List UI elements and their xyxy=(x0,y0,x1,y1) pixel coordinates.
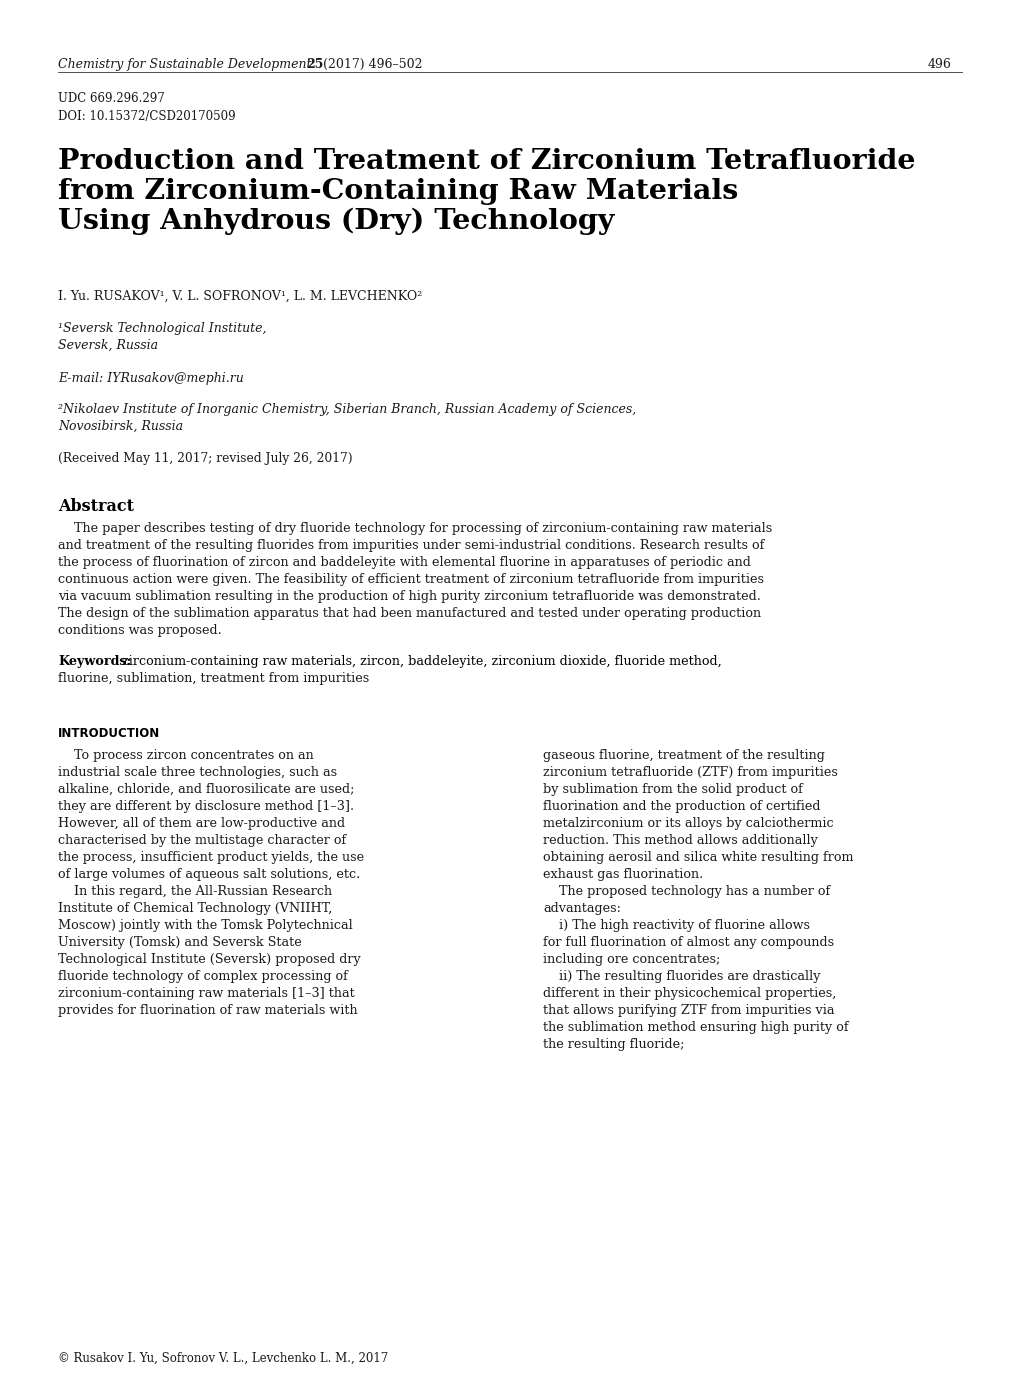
Text: fluorination and the production of certified: fluorination and the production of certi… xyxy=(542,800,819,814)
Text: obtaining aerosil and silica white resulting from: obtaining aerosil and silica white resul… xyxy=(542,851,853,864)
Text: Technological Institute (Seversk) proposed dry: Technological Institute (Seversk) propos… xyxy=(58,953,361,965)
Text: (Received May 11, 2017; revised July 26, 2017): (Received May 11, 2017; revised July 26,… xyxy=(58,451,353,465)
Text: zirconium-containing raw materials [1–3] that: zirconium-containing raw materials [1–3]… xyxy=(58,988,355,1000)
Text: ¹Seversk Technological Institute,: ¹Seversk Technological Institute, xyxy=(58,322,266,334)
Text: fluoride technology of complex processing of: fluoride technology of complex processin… xyxy=(58,970,347,983)
Text: from Zirconium-Containing Raw Materials: from Zirconium-Containing Raw Materials xyxy=(58,178,738,205)
Text: Moscow) jointly with the Tomsk Polytechnical: Moscow) jointly with the Tomsk Polytechn… xyxy=(58,919,353,932)
Text: alkaline, chloride, and fluorosilicate are used;: alkaline, chloride, and fluorosilicate a… xyxy=(58,783,354,795)
Text: Production and Treatment of Zirconium Tetrafluoride: Production and Treatment of Zirconium Te… xyxy=(58,148,915,176)
Text: reduction. This method allows additionally: reduction. This method allows additional… xyxy=(542,834,817,847)
Text: However, all of them are low-productive and: However, all of them are low-productive … xyxy=(58,818,344,830)
Text: UDC 669.296.297: UDC 669.296.297 xyxy=(58,92,165,104)
Text: Keywords:: Keywords: xyxy=(58,655,131,669)
Text: Chemistry for Sustainable Development: Chemistry for Sustainable Development xyxy=(58,59,315,71)
Text: the process, insufficient product yields, the use: the process, insufficient product yields… xyxy=(58,851,364,864)
Text: the process of fluorination of zircon and baddeleyite with elemental fluorine in: the process of fluorination of zircon an… xyxy=(58,556,750,568)
Text: I. Yu. RUSAKOV¹, V. L. SOFRONOV¹, L. M. LEVCHENKO²: I. Yu. RUSAKOV¹, V. L. SOFRONOV¹, L. M. … xyxy=(58,290,422,304)
Text: and treatment of the resulting fluorides from impurities under semi-industrial c: and treatment of the resulting fluorides… xyxy=(58,539,763,552)
Text: characterised by the multistage character of: characterised by the multistage characte… xyxy=(58,834,345,847)
Text: i) The high reactivity of fluorine allows: i) The high reactivity of fluorine allow… xyxy=(542,919,809,932)
Text: In this regard, the All-Russian Research: In this regard, the All-Russian Research xyxy=(58,885,332,898)
Text: for full fluorination of almost any compounds: for full fluorination of almost any comp… xyxy=(542,936,834,949)
Text: Abstract: Abstract xyxy=(58,499,133,515)
Text: provides for fluorination of raw materials with: provides for fluorination of raw materia… xyxy=(58,1004,358,1017)
Text: different in their physicochemical properties,: different in their physicochemical prope… xyxy=(542,988,836,1000)
Text: The proposed technology has a number of: The proposed technology has a number of xyxy=(542,885,829,898)
Text: the sublimation method ensuring high purity of: the sublimation method ensuring high pur… xyxy=(542,1021,848,1034)
Text: exhaust gas fluorination.: exhaust gas fluorination. xyxy=(542,868,702,880)
Text: continuous action were given. The feasibility of efficient treatment of zirconiu: continuous action were given. The feasib… xyxy=(58,573,763,586)
Text: metalzirconium or its alloys by calciothermic: metalzirconium or its alloys by calcioth… xyxy=(542,818,833,830)
Text: DOI: 10.15372/CSD20170509: DOI: 10.15372/CSD20170509 xyxy=(58,110,235,123)
Text: industrial scale three technologies, such as: industrial scale three technologies, suc… xyxy=(58,766,337,779)
Text: they are different by disclosure method [1–3].: they are different by disclosure method … xyxy=(58,800,354,814)
Text: ii) The resulting fluorides are drastically: ii) The resulting fluorides are drastica… xyxy=(542,970,819,983)
Text: of large volumes of aqueous salt solutions, etc.: of large volumes of aqueous salt solutio… xyxy=(58,868,360,880)
Text: gaseous fluorine, treatment of the resulting: gaseous fluorine, treatment of the resul… xyxy=(542,749,824,762)
Text: by sublimation from the solid product of: by sublimation from the solid product of xyxy=(542,783,802,795)
Text: Novosibirsk, Russia: Novosibirsk, Russia xyxy=(58,421,183,433)
Text: 25: 25 xyxy=(306,59,323,71)
Text: the resulting fluoride;: the resulting fluoride; xyxy=(542,1038,684,1050)
Text: advantages:: advantages: xyxy=(542,903,621,915)
Text: via vacuum sublimation resulting in the production of high purity zirconium tetr: via vacuum sublimation resulting in the … xyxy=(58,591,760,603)
Text: conditions was proposed.: conditions was proposed. xyxy=(58,624,221,637)
Text: The design of the sublimation apparatus that had been manufactured and tested un: The design of the sublimation apparatus … xyxy=(58,607,760,620)
Text: © Rusakov I. Yu, Sofronov V. L., Levchenko L. M., 2017: © Rusakov I. Yu, Sofronov V. L., Levchen… xyxy=(58,1353,388,1365)
Text: zirconium-containing raw materials, zircon, baddeleyite, zirconium dioxide, fluo: zirconium-containing raw materials, zirc… xyxy=(118,655,721,669)
Text: INTRODUCTION: INTRODUCTION xyxy=(58,727,160,740)
Text: ²Nikolaev Institute of Inorganic Chemistry, Siberian Branch, Russian Academy of : ²Nikolaev Institute of Inorganic Chemist… xyxy=(58,403,636,417)
Text: Seversk, Russia: Seversk, Russia xyxy=(58,338,158,352)
Text: zirconium tetrafluoride (ZTF) from impurities: zirconium tetrafluoride (ZTF) from impur… xyxy=(542,766,837,779)
Text: University (Tomsk) and Seversk State: University (Tomsk) and Seversk State xyxy=(58,936,302,949)
Text: Using Anhydrous (Dry) Technology: Using Anhydrous (Dry) Technology xyxy=(58,208,613,235)
Text: Institute of Chemical Technology (VNIIHT,: Institute of Chemical Technology (VNIIHT… xyxy=(58,903,332,915)
Text: (2017) 496–502: (2017) 496–502 xyxy=(319,59,422,71)
Text: fluorine, sublimation, treatment from impurities: fluorine, sublimation, treatment from im… xyxy=(58,671,369,685)
Text: including ore concentrates;: including ore concentrates; xyxy=(542,953,719,965)
Text: E-mail: IYRusakov@mephi.ru: E-mail: IYRusakov@mephi.ru xyxy=(58,372,244,384)
Text: 496: 496 xyxy=(927,59,951,71)
Text: To process zircon concentrates on an: To process zircon concentrates on an xyxy=(58,749,314,762)
Text: The paper describes testing of dry fluoride technology for processing of zirconi: The paper describes testing of dry fluor… xyxy=(58,522,771,535)
Text: that allows purifying ZTF from impurities via: that allows purifying ZTF from impuritie… xyxy=(542,1004,834,1017)
